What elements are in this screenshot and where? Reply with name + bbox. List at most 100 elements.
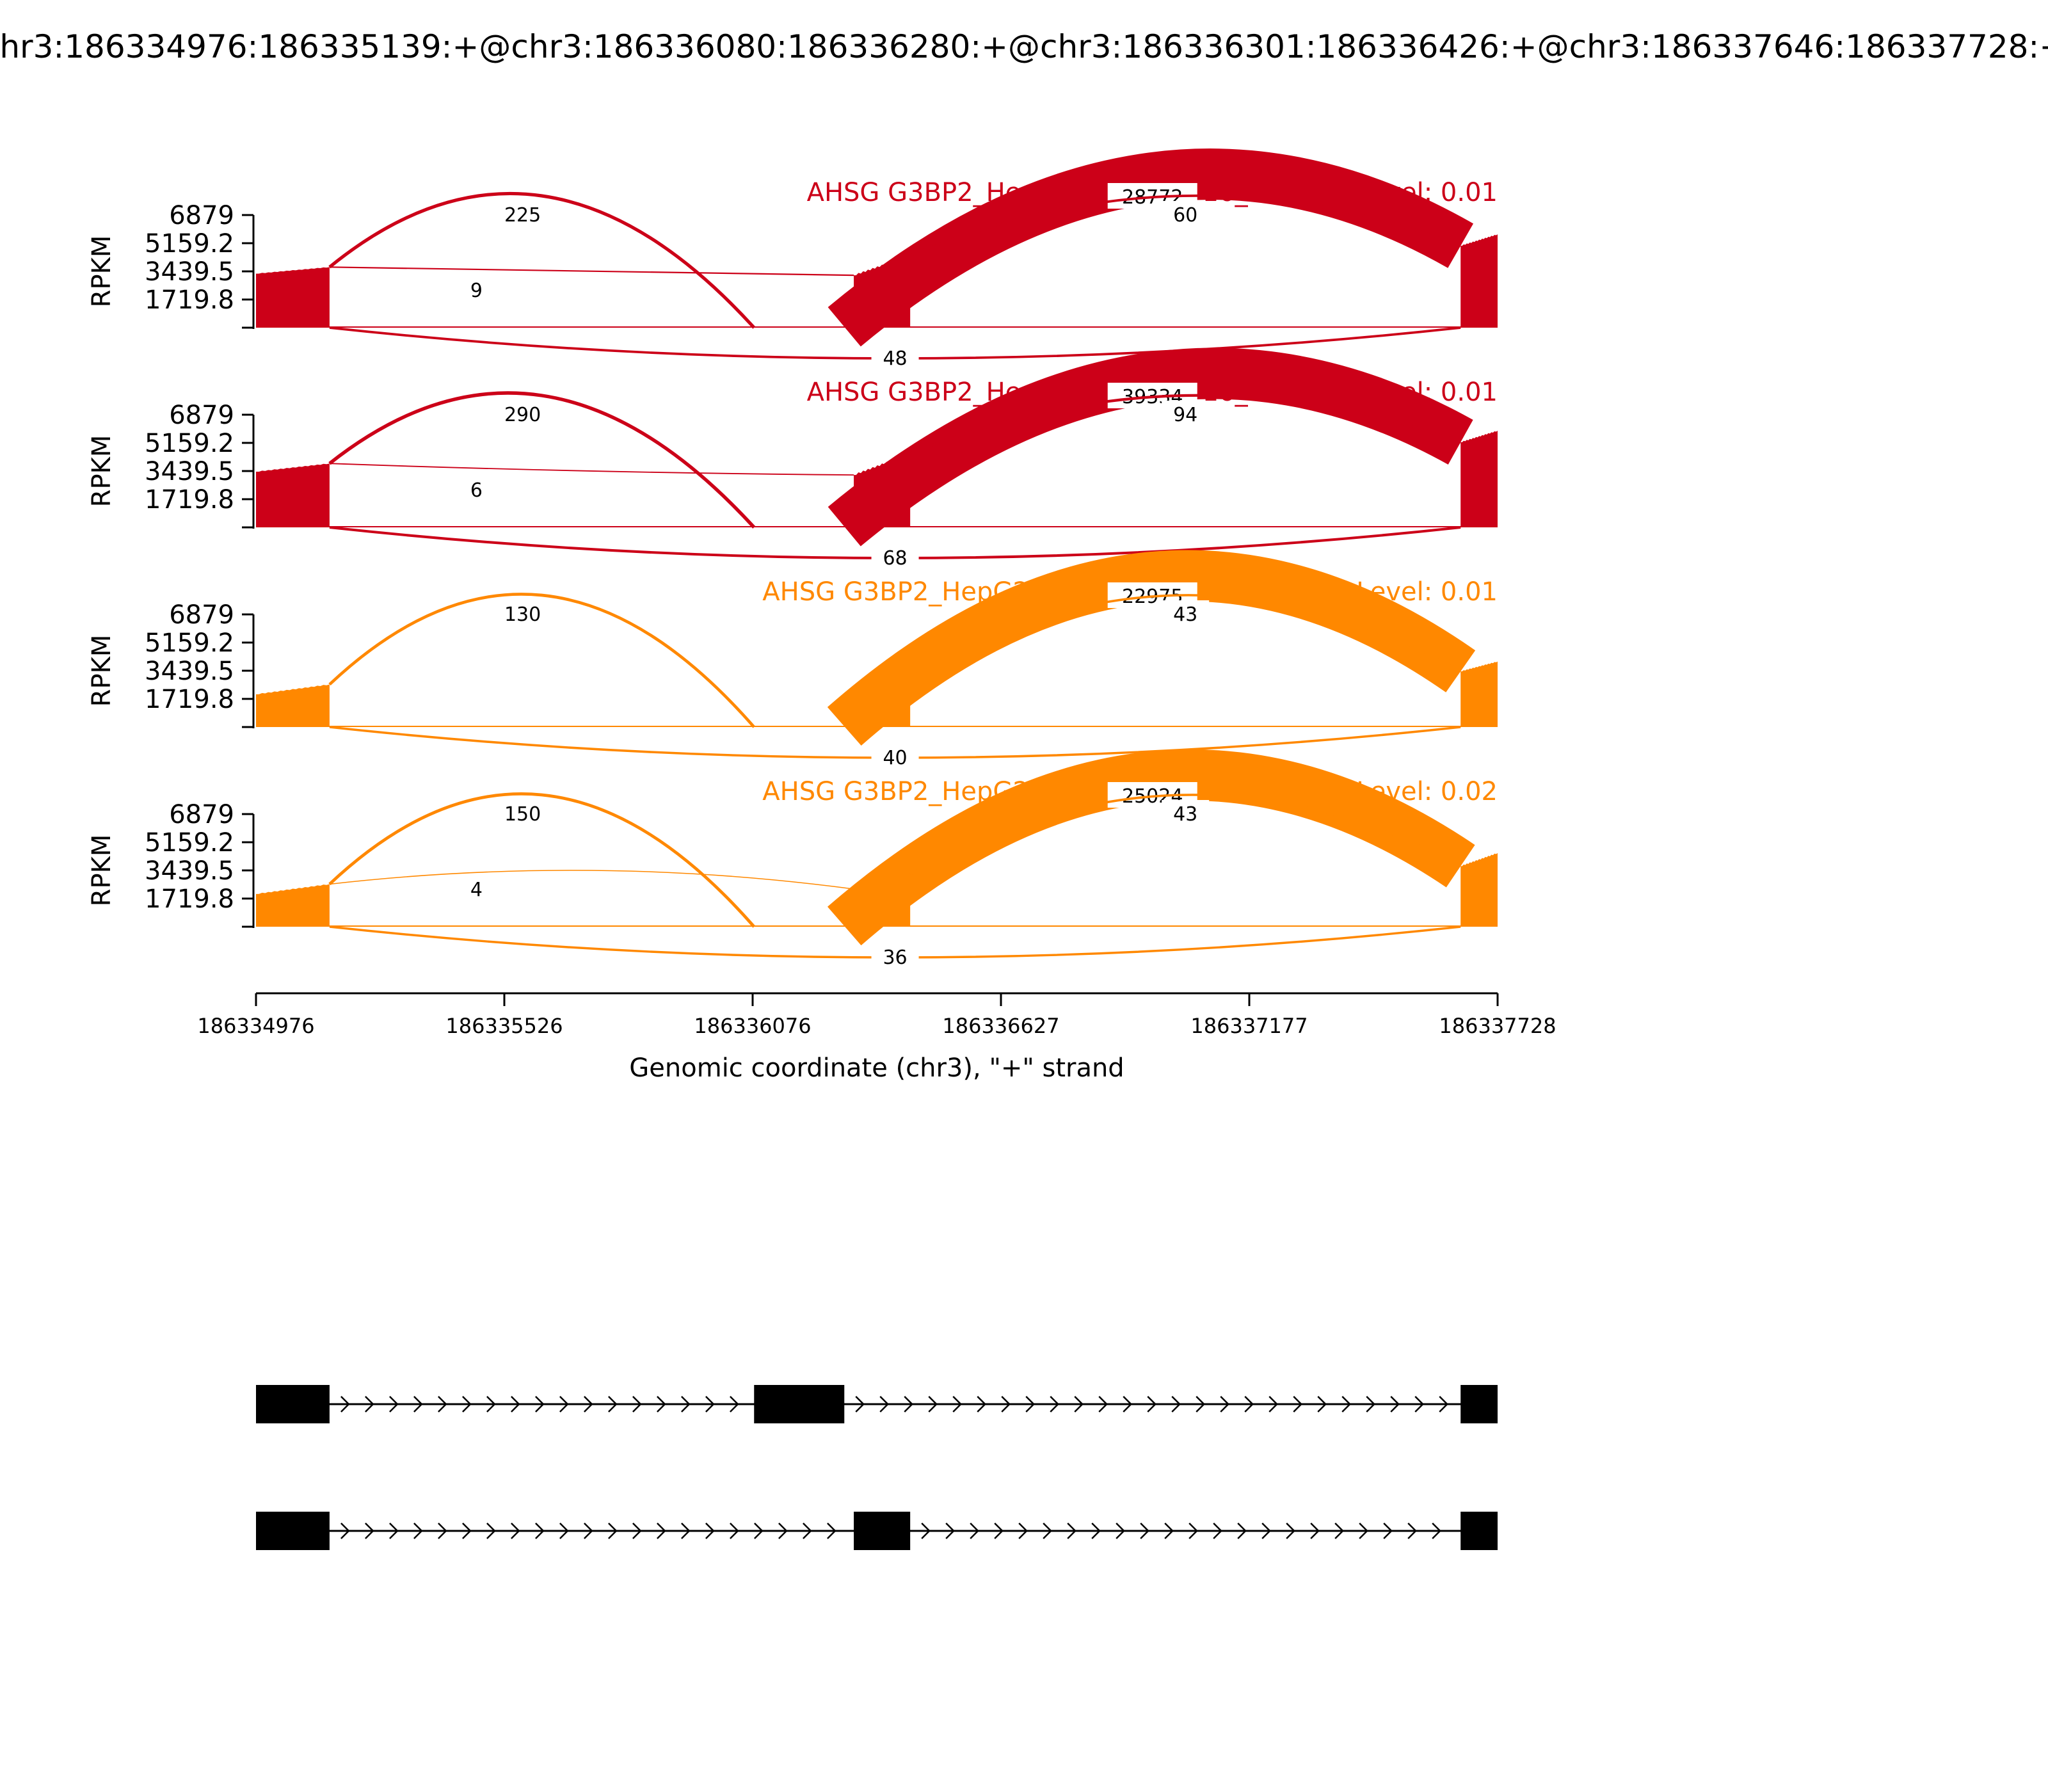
exon-block xyxy=(256,1385,330,1423)
strand-arrow xyxy=(730,1396,739,1412)
strand-arrow xyxy=(657,1396,666,1412)
coverage-block xyxy=(1460,234,1498,328)
strand-arrow xyxy=(1196,1396,1206,1412)
y-tick-label: 1719.8 xyxy=(145,884,234,914)
strand-arrow xyxy=(608,1523,618,1539)
y-tick-label: 6879 xyxy=(169,401,234,430)
strand-arrow xyxy=(486,1396,496,1412)
y-tick-label: 3439.5 xyxy=(145,257,234,287)
strand-arrow xyxy=(1164,1523,1174,1539)
strand-arrow xyxy=(1317,1396,1327,1412)
y-tick-label: 1719.8 xyxy=(145,685,234,714)
strand-arrow xyxy=(462,1396,472,1412)
exon-block xyxy=(854,1512,911,1550)
strand-arrow xyxy=(803,1523,812,1539)
junction-count: 60 xyxy=(1173,204,1197,227)
y-tick-label: 6879 xyxy=(169,800,234,829)
strand-arrow xyxy=(389,1523,399,1539)
strand-arrow xyxy=(462,1523,472,1539)
strand-arrow xyxy=(413,1523,423,1539)
junction-arc xyxy=(329,463,854,476)
junction-count-box xyxy=(871,344,919,370)
strand-arrow xyxy=(438,1523,447,1539)
strand-arrow xyxy=(632,1523,642,1539)
junction-count-box xyxy=(492,201,554,227)
y-axis-label: RPKM xyxy=(87,435,116,508)
junction-count: 6 xyxy=(470,479,483,502)
exon-block xyxy=(1460,1512,1498,1550)
strand-arrow xyxy=(511,1396,520,1412)
strand-arrow xyxy=(1123,1396,1133,1412)
y-axis-label: RPKM xyxy=(87,635,116,707)
strand-arrow xyxy=(608,1396,618,1412)
junction-count: 40 xyxy=(883,747,907,769)
strand-arrow xyxy=(1237,1523,1247,1539)
junction-arc xyxy=(328,391,756,529)
x-axis: 186334976 186335526 186336076 186336627 1863… xyxy=(197,992,1556,1038)
strand-arrow xyxy=(559,1523,569,1539)
exon-block xyxy=(256,1512,330,1550)
coverage-block xyxy=(256,267,330,328)
x-tick-label: 186334976 xyxy=(197,1014,314,1038)
junction-arc xyxy=(329,870,854,890)
junction-arc xyxy=(329,266,854,276)
strand-arrow xyxy=(1407,1523,1417,1539)
junction-count: 68 xyxy=(883,547,907,570)
y-tick-label: 5159.2 xyxy=(145,429,234,458)
junction-arc xyxy=(328,191,756,329)
strand-arrow xyxy=(1188,1523,1198,1539)
strand-arrow xyxy=(1171,1396,1181,1412)
isoform xyxy=(256,1385,1498,1423)
junction-count-box xyxy=(460,476,493,502)
junction-arc xyxy=(827,550,1476,746)
strand-arrow xyxy=(1432,1523,1441,1539)
strand-arrow xyxy=(928,1396,938,1412)
strand-arrow xyxy=(584,1523,593,1539)
strand-arrow xyxy=(681,1523,691,1539)
strand-arrow xyxy=(535,1523,545,1539)
strand-arrow xyxy=(1018,1523,1028,1539)
y-tick-label: 6879 xyxy=(169,600,234,630)
y-tick-label: 5159.2 xyxy=(145,628,234,658)
y-tick-label: 6879 xyxy=(169,201,234,230)
strand-arrow xyxy=(705,1523,715,1539)
strand-arrow xyxy=(559,1396,569,1412)
x-tick-label: 186337177 xyxy=(1190,1014,1308,1038)
strand-arrow xyxy=(1067,1523,1076,1539)
junction-count: 94 xyxy=(1173,404,1197,426)
x-tick-label: 186337728 xyxy=(1439,1014,1556,1038)
junction-arc xyxy=(909,594,1462,676)
strand-arrow xyxy=(1001,1396,1011,1412)
junction-arc xyxy=(909,194,1461,257)
junction-arc xyxy=(828,348,1473,547)
junction-count-box xyxy=(492,800,554,826)
strand-arrow xyxy=(1286,1523,1295,1539)
strand-arrow xyxy=(1414,1396,1425,1412)
coverage-block xyxy=(1460,852,1498,927)
junction-count-box xyxy=(492,401,554,426)
strand-arrow xyxy=(1261,1523,1271,1539)
strand-arrow xyxy=(1116,1523,1125,1539)
junction-count: 290 xyxy=(504,404,541,426)
junction-count: 48 xyxy=(883,348,907,370)
junction-count: 43 xyxy=(1173,604,1197,626)
coverage-block xyxy=(256,684,330,727)
junction-count-box xyxy=(492,600,554,626)
junction-arc xyxy=(328,593,756,728)
junction-count: 43 xyxy=(1173,803,1197,826)
strand-arrow xyxy=(1310,1523,1320,1539)
x-tick-label: 186336627 xyxy=(942,1014,1059,1038)
junction-count-box xyxy=(1162,800,1210,826)
strand-arrow xyxy=(1390,1396,1400,1412)
junction-arc xyxy=(828,148,1474,347)
strand-arrow xyxy=(1213,1523,1222,1539)
junction-arc xyxy=(909,394,1461,455)
strand-arrow xyxy=(486,1523,496,1539)
junction-count: 4 xyxy=(470,879,483,901)
coverage-block xyxy=(1460,661,1498,727)
